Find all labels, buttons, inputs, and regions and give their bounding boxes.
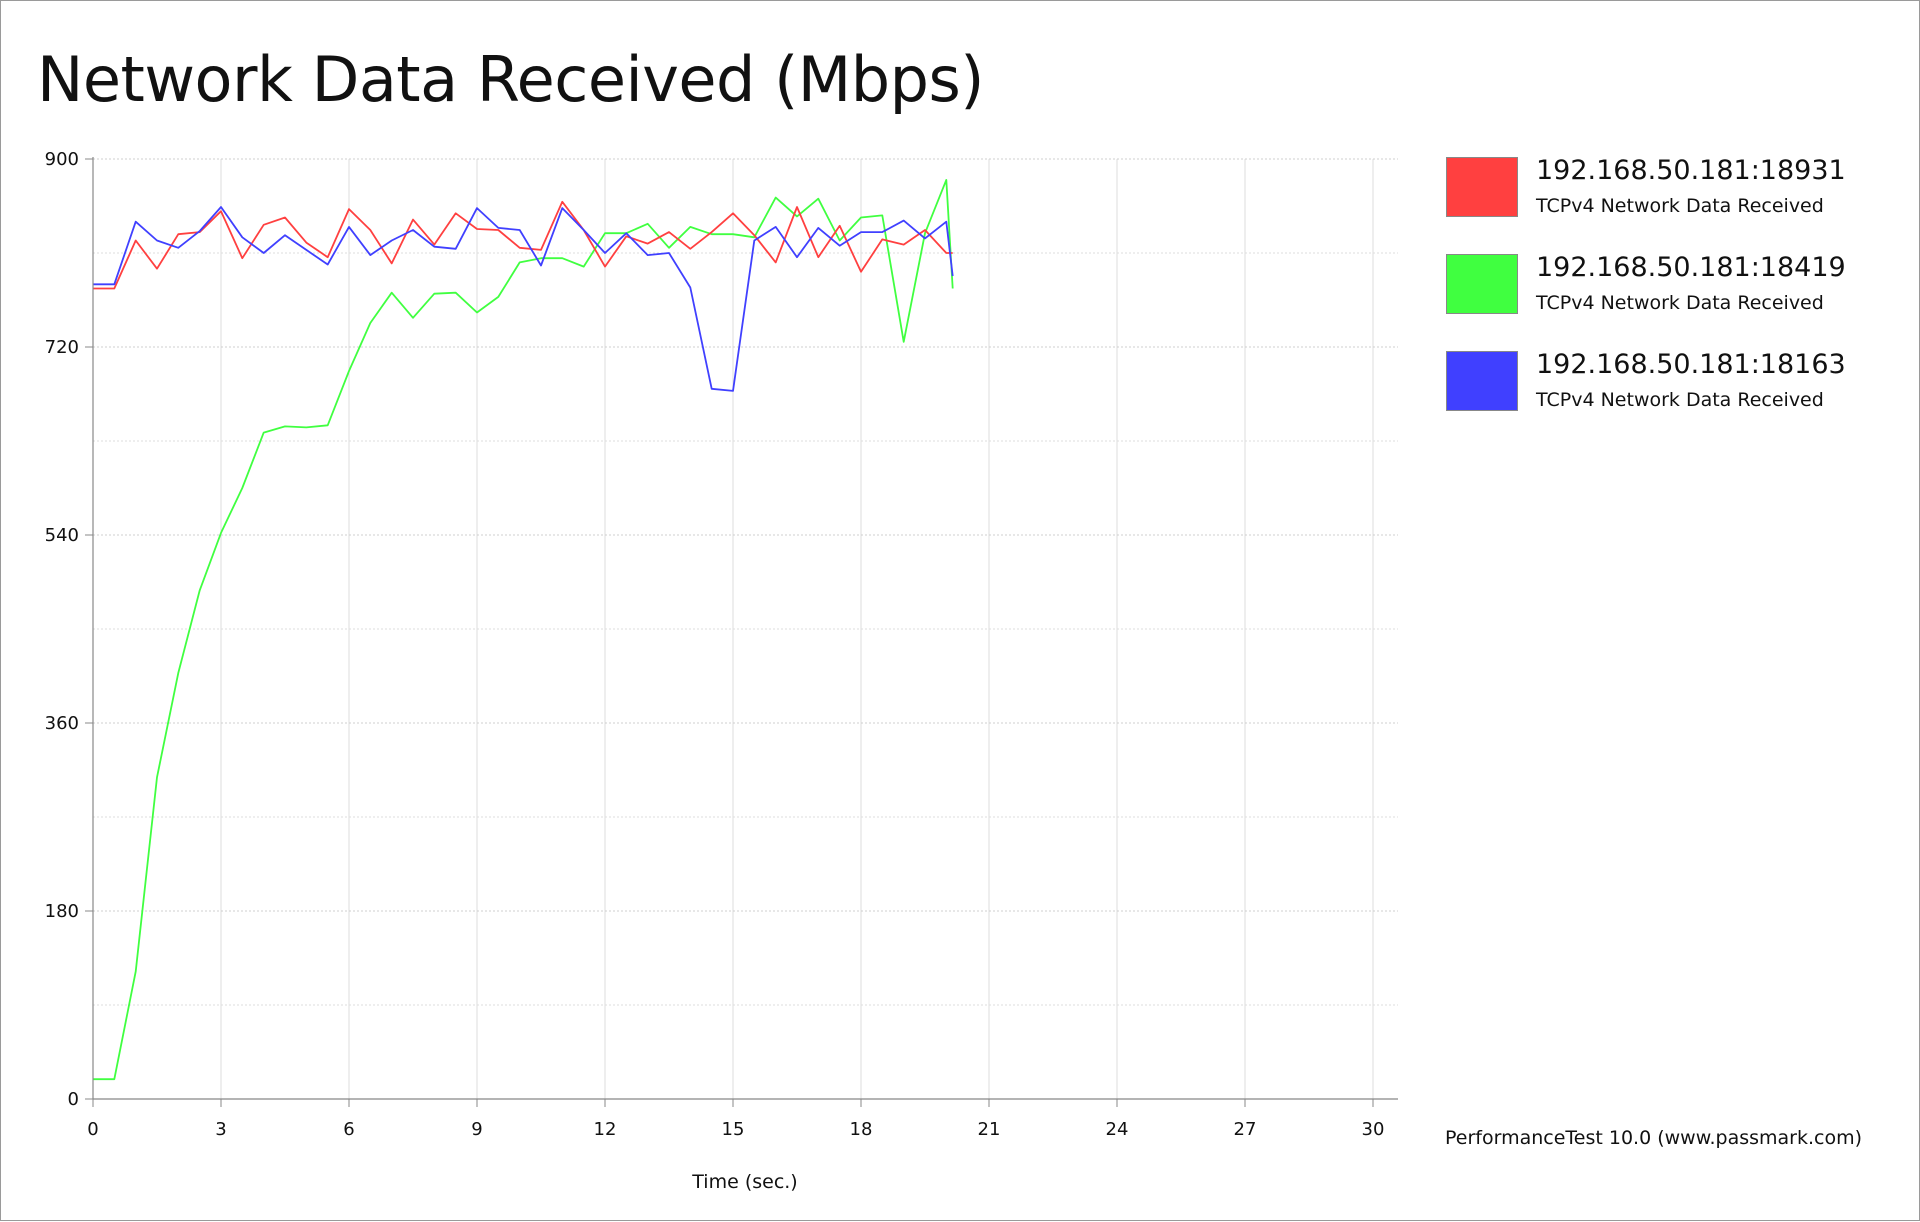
- legend-name-1: 192.168.50.181:18931: [1536, 155, 1846, 186]
- y-tick-label: 180: [45, 901, 79, 922]
- series-line-2: [93, 178, 954, 1081]
- grid-lines: [93, 158, 1398, 1099]
- y-tick-label: 720: [45, 337, 79, 358]
- x-tick-label: 12: [594, 1119, 617, 1140]
- y-tick-label: 360: [45, 713, 79, 734]
- legend-swatch-1: [1446, 157, 1518, 217]
- axes: [85, 157, 1398, 1107]
- series-lines: [93, 178, 954, 1081]
- x-tick-label: 21: [978, 1119, 1001, 1140]
- x-tick-label: 15: [722, 1119, 745, 1140]
- footer-credit: PerformanceTest 10.0 (www.passmark.com): [1445, 1127, 1863, 1149]
- x-tick-label: 27: [1234, 1119, 1257, 1140]
- x-tick-label: 18: [850, 1119, 873, 1140]
- legend-subtitle-2: TCPv4 Network Data Received: [1536, 292, 1824, 314]
- x-tick-label: 0: [87, 1119, 98, 1140]
- legend-item-2: 192.168.50.181:18419 TCPv4 Network Data …: [1446, 252, 1866, 316]
- x-tick-label: 24: [1106, 1119, 1129, 1140]
- x-tick-label: 6: [343, 1119, 354, 1140]
- x-tick-label: 3: [215, 1119, 226, 1140]
- legend-name-2: 192.168.50.181:18419: [1536, 252, 1846, 283]
- legend-swatch-3: [1446, 351, 1518, 411]
- series-line-3: [93, 206, 954, 392]
- legend-swatch-2: [1446, 254, 1518, 314]
- x-axis-label-text: Time (sec.): [692, 1171, 798, 1193]
- y-tick-label: 540: [45, 525, 79, 546]
- y-tick-label: 900: [45, 149, 79, 170]
- legend-subtitle-3: TCPv4 Network Data Received: [1536, 389, 1824, 411]
- x-tick-label: 9: [471, 1119, 482, 1140]
- legend-subtitle-1: TCPv4 Network Data Received: [1536, 195, 1824, 217]
- x-tick-label: 30: [1362, 1119, 1385, 1140]
- y-tick-label: 0: [68, 1089, 79, 1110]
- legend-name-3: 192.168.50.181:18163: [1536, 349, 1846, 380]
- tick-labels: 0 3 6 9 12 15 18 21 24 27 30 0 180 360 540 720 900: [45, 149, 1385, 1140]
- chart-title: Network Data Received (Mbps): [37, 43, 985, 116]
- legend-item-1: 192.168.50.181:18931 TCPv4 Network Data …: [1446, 155, 1866, 219]
- legend-item-3: 192.168.50.181:18163 TCPv4 Network Data …: [1446, 349, 1866, 413]
- series-line-1: [93, 200, 953, 290]
